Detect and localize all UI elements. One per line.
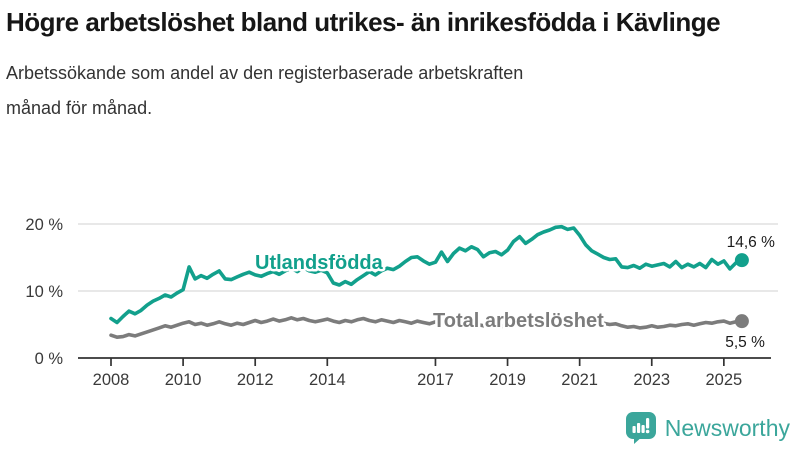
newsworthy-logo-text: Newsworthy: [664, 414, 790, 441]
x-axis-tick-label: 2023: [633, 371, 670, 389]
x-axis-tick-label: 2014: [309, 371, 346, 389]
newsworthy-logo-icon: [625, 412, 656, 444]
x-axis-tick-label: 2008: [93, 371, 130, 389]
newsworthy-logo: Newsworthy: [625, 411, 790, 445]
chart-header: Högre arbetslöshet bland utrikes- än inr…: [0, 0, 800, 126]
x-axis-tick-label: 2019: [489, 371, 526, 389]
y-axis-tick-label: 0 %: [35, 350, 64, 368]
series-end-dot-utlandsfodda: [734, 253, 749, 268]
x-axis-tick-label: 2021: [561, 371, 598, 389]
series-line-total-arbetsloshet: [109, 314, 744, 340]
y-axis-tick-label: 10 %: [25, 283, 63, 301]
x-axis-tick-label: 2010: [165, 371, 202, 389]
chart-subtitle: Arbetssökande som andel av den registerb…: [6, 62, 524, 118]
x-axis-tick-label: 2017: [417, 371, 454, 389]
end-value-label-utlandsfodda: 14,6 %: [727, 234, 775, 251]
series-end-dot-total-arbetsloshet: [734, 314, 749, 329]
chart-title: Högre arbetslöshet bland utrikes- än inr…: [6, 7, 721, 37]
x-axis-tick-label: 2025: [705, 371, 742, 389]
series-label-utlandsfodda: Utlandsfödda: [255, 252, 384, 274]
y-axis-tick-label: 20 %: [25, 216, 63, 234]
x-axis-tick-label: 2012: [237, 371, 274, 389]
end-value-label-total-arbetsloshet: 5,5 %: [725, 334, 765, 351]
series-label-total-arbetsloshet: Total arbetslöshet: [433, 310, 604, 332]
series-line-utlandsfodda: [109, 224, 744, 325]
